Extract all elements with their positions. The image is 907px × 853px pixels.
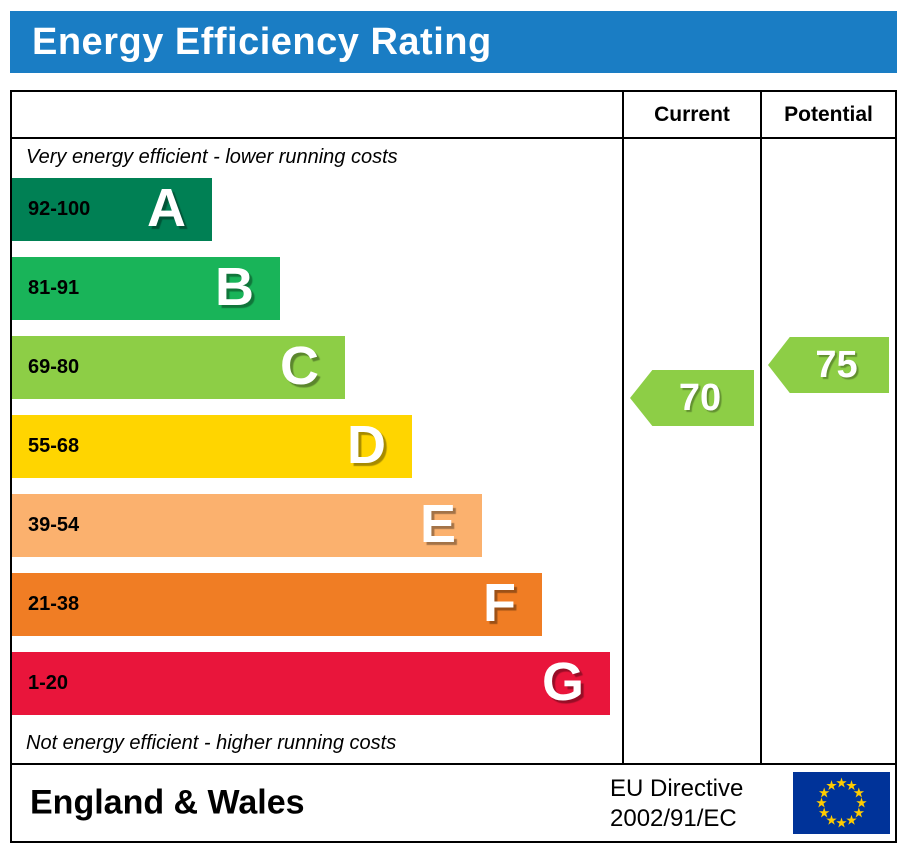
region-label: England & Wales: [30, 783, 305, 822]
band-c: 69-80 C: [12, 336, 345, 399]
header-divider: [12, 137, 895, 139]
band-e: 39-54 E: [12, 494, 482, 557]
current-value: 70: [678, 376, 722, 419]
eu-flag-star: [853, 807, 865, 818]
column-divider-current: [622, 92, 624, 763]
band-b-letter: B: [215, 256, 254, 317]
band-g-letter: G: [541, 651, 584, 712]
bottom-note: Not energy efficient - higher running co…: [26, 732, 397, 754]
footer: England & Wales EU Directive 2002/91/EC: [10, 763, 897, 843]
eu-flag-star: [836, 777, 847, 788]
eu-directive-label: EU Directive 2002/91/EC: [610, 774, 743, 834]
column-divider-potential: [760, 92, 762, 763]
band-c-letter: C: [280, 335, 319, 396]
band-e-range: 39-54: [28, 514, 80, 536]
rating-chart: Current Potential Very energy efficient …: [10, 90, 897, 765]
eu-flag-star: [826, 814, 837, 825]
top-note: Very energy efficient - lower running co…: [26, 146, 398, 168]
eu-flag-star: [853, 787, 865, 798]
eu-flag-star: [818, 787, 830, 798]
current-column-header: Current: [654, 102, 730, 126]
band-b-range: 81-91: [28, 277, 80, 299]
potential-column-header: Potential: [784, 102, 873, 126]
potential-arrow: 75: [768, 337, 889, 393]
eu-directive-line2: 2002/91/EC: [610, 805, 737, 832]
band-f-range: 21-38: [28, 593, 80, 615]
band-d-range: 55-68: [28, 435, 80, 457]
band-f-letter: F: [483, 572, 516, 633]
band-c-range: 69-80: [28, 356, 80, 378]
band-f: 21-38 F: [12, 573, 542, 636]
eu-flag-star: [836, 817, 847, 828]
band-a-letter: A: [147, 177, 186, 238]
page-title-bar: Energy Efficiency Rating: [10, 11, 897, 73]
eu-flag-star: [826, 780, 837, 791]
page-title: Energy Efficiency Rating: [32, 20, 492, 63]
eu-flag-star: [846, 780, 857, 791]
eu-flag-star: [816, 797, 827, 808]
band-b: 81-91 B: [12, 257, 280, 320]
eu-flag-svg: [793, 772, 890, 834]
potential-value: 75: [815, 343, 858, 386]
band-d-letter: D: [347, 414, 386, 475]
eu-flag-star: [818, 807, 830, 818]
band-a-range: 92-100: [28, 198, 91, 220]
band-d: 55-68 D: [12, 415, 412, 478]
eu-flag-star: [856, 797, 867, 808]
eu-flag-star: [846, 814, 857, 825]
eu-flag: [793, 772, 890, 834]
band-g-range: 1-20: [28, 672, 69, 694]
band-a: 92-100 A: [12, 178, 212, 241]
current-arrow: 70: [630, 370, 754, 426]
eu-directive-line1: EU Directive: [610, 775, 744, 802]
band-g: 1-20 G: [12, 652, 610, 715]
band-e-letter: E: [419, 493, 456, 554]
